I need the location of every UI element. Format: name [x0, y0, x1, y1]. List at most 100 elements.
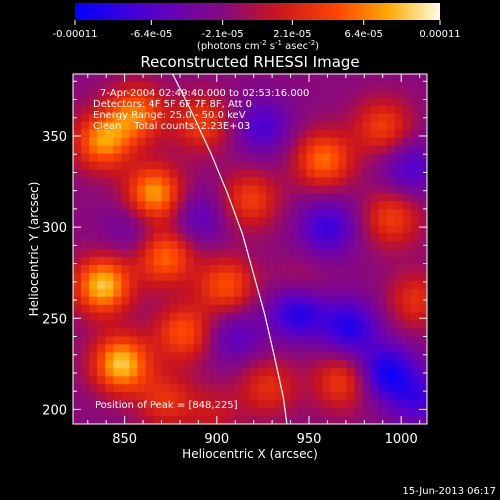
heatmap-cell: [113, 113, 122, 123]
heatmap-cell: [185, 352, 195, 361]
heatmap-cell: [394, 344, 404, 353]
heatmap-cell: [266, 400, 275, 409]
heatmap-cell: [81, 97, 90, 107]
heatmap-cell: [129, 89, 138, 99]
heatmap-cell: [410, 113, 420, 123]
heatmap-cell: [338, 264, 348, 274]
heatmap-cell: [322, 161, 332, 171]
heatmap-cell: [330, 233, 340, 242]
heatmap-cell: [241, 145, 251, 155]
heatmap-cell: [298, 233, 307, 242]
heatmap-cell: [129, 121, 138, 131]
heatmap-cell: [193, 376, 203, 385]
heatmap-cell: [193, 137, 203, 147]
heatmap-cell: [225, 105, 235, 115]
heatmap-cell: [362, 280, 372, 290]
heatmap-cell: [209, 185, 219, 194]
heatmap-cell: [233, 336, 243, 346]
heatmap-cell: [201, 336, 211, 346]
heatmap-cell: [266, 344, 275, 353]
heatmap-cell: [233, 233, 243, 242]
heatmap-cell: [322, 280, 332, 290]
heatmap-cell: [370, 105, 380, 115]
heatmap-cell: [362, 312, 372, 322]
heatmap-cell: [241, 280, 251, 290]
heatmap-cell: [314, 113, 324, 123]
heatmap-cell: [354, 129, 364, 139]
heatmap-cell: [225, 169, 235, 178]
heatmap-cell: [129, 352, 138, 361]
heatmap-cell: [330, 145, 340, 155]
heatmap-cell: [169, 400, 179, 409]
heatmap-cell: [330, 360, 340, 369]
y-tick-label: 200: [42, 403, 67, 418]
heatmap-cell: [378, 360, 388, 369]
heatmap-cell: [113, 169, 122, 178]
heatmap-cell: [185, 376, 195, 385]
heatmap-cell: [418, 368, 427, 377]
heatmap-cell: [354, 89, 364, 99]
heatmap-cell: [97, 74, 106, 83]
heatmap-cell: [105, 264, 114, 274]
heatmap-cell: [209, 392, 219, 401]
heatmap-cell: [161, 161, 171, 171]
heatmap-cell: [113, 384, 122, 393]
heatmap-cell: [81, 400, 90, 409]
heatmap-cell: [209, 201, 219, 210]
heatmap-cell: [193, 320, 203, 330]
heatmap-cell: [346, 416, 356, 424]
heatmap-cell: [161, 368, 171, 377]
heatmap-cell: [354, 320, 364, 330]
heatmap-cell: [81, 376, 90, 385]
heatmap-cell: [266, 288, 275, 298]
heatmap-cell: [362, 336, 372, 346]
colorbar-tick-label: -2.1e-05: [202, 29, 244, 40]
heatmap-cell: [386, 400, 396, 409]
heatmap-cell: [177, 249, 187, 258]
heatmap-cell: [346, 280, 356, 290]
heatmap-cell: [113, 105, 122, 115]
heatmap-cell: [298, 312, 307, 322]
heatmap-cell: [177, 272, 187, 282]
heatmap-cell: [233, 320, 243, 330]
heatmap-cell: [73, 320, 82, 330]
heatmap-cell: [402, 392, 412, 401]
heatmap-cell: [73, 233, 82, 242]
heatmap-cell: [97, 153, 106, 163]
heatmap-cell: [322, 376, 332, 385]
heatmap-cell: [322, 81, 332, 91]
heatmap-cell: [370, 280, 380, 290]
heatmap-cell: [386, 137, 396, 147]
heatmap-cell: [201, 177, 211, 186]
heatmap-cell: [322, 209, 332, 218]
heatmap-cell: [225, 97, 235, 107]
heatmap-cell: [73, 272, 82, 282]
heatmap-cell: [129, 296, 138, 306]
heatmap-cell: [314, 384, 324, 393]
heatmap-cell: [89, 328, 98, 338]
heatmap-cell: [378, 161, 388, 171]
heatmap-cell: [193, 272, 203, 282]
colorbar-tick-label: -0.00011: [53, 29, 98, 40]
heatmap-cell: [209, 145, 219, 155]
heatmap-cell: [346, 177, 356, 186]
heatmap-cell: [386, 352, 396, 361]
heatmap-cell: [314, 272, 324, 282]
heatmap-cell: [314, 408, 324, 417]
heatmap-cell: [233, 209, 243, 218]
heatmap-cell: [177, 352, 187, 361]
heatmap-cell: [185, 105, 195, 115]
heatmap-cell: [274, 360, 283, 369]
heatmap-cell: [250, 312, 259, 322]
heatmap-cell: [330, 185, 340, 194]
heatmap-cell: [177, 89, 187, 99]
heatmap-cell: [241, 328, 251, 338]
heatmap-cell: [250, 201, 259, 210]
heatmap-cell: [81, 320, 90, 330]
heatmap-cell: [161, 352, 171, 361]
heatmap-cell: [137, 256, 147, 266]
heatmap-cell: [370, 161, 380, 171]
heatmap-cell: [306, 121, 315, 131]
heatmap-cell: [113, 360, 122, 369]
heatmap-cell: [354, 225, 364, 234]
